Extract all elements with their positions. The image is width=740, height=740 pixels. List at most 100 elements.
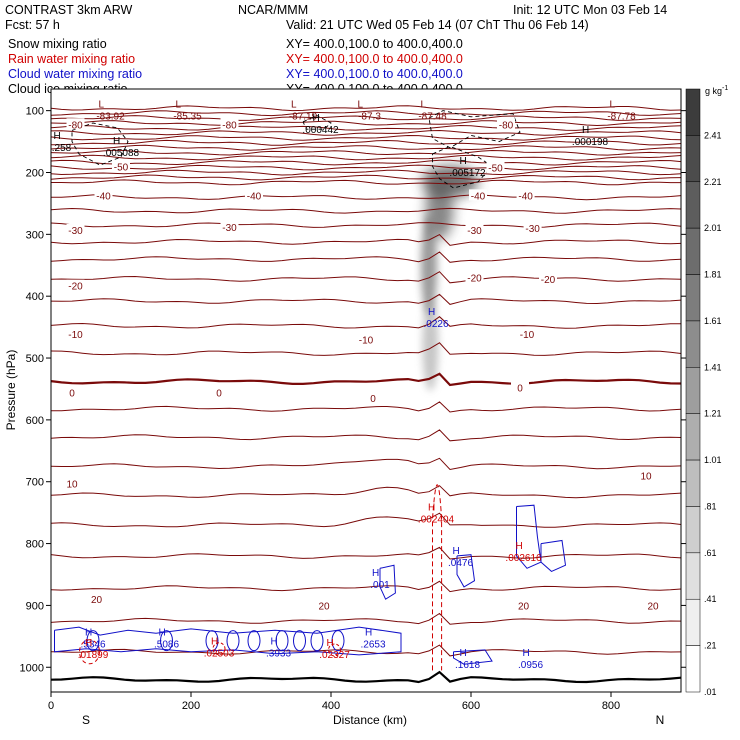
snow-shade-lower [422,300,439,391]
temperature-contour-label: 0 [370,394,376,405]
y-tick-label: 300 [26,229,44,241]
temperature-contour-label: 20 [318,601,330,612]
temperature-label-bg [637,469,655,481]
colorbar: g kg-1 2.41 2.21 2.01 1.81 1.61 1.41 1.21 1.01.… [685,85,728,697]
y-tick-label: 500 [26,353,44,365]
temperature-contour-line [51,179,681,186]
temperature-contour-label: 20 [518,601,530,612]
cloud_water-high-marker: H [460,648,467,659]
cloud-water-cell [247,630,261,652]
temperature-contour-line [50,169,682,176]
temperature-label-bg [63,477,81,489]
temperature-contour-line [50,316,682,329]
plot-frame [50,88,682,693]
temperature-contour-line [50,342,682,356]
cloud_water-max-label: .3933 [266,649,291,660]
colorbar-label: .01 [704,687,717,697]
snow-high-marker: H [582,125,589,136]
rain-max-label: .02503 [204,649,235,660]
rain-high-marker: H [211,637,218,648]
low-value-label: -87.48 [418,111,447,122]
temperature-label-bg [465,271,484,283]
y-tick-label: 1000 [20,662,44,674]
temperature-contour-line [50,222,682,228]
temperature-contour-line [50,293,682,305]
x-tick-label: 0 [48,700,54,712]
y-tick-label: 800 [26,539,44,551]
cloud_water-max-label: .0476 [448,558,473,569]
temperature-contour-line [50,124,682,131]
x-tick-label: 200 [182,700,200,712]
header-center: NCAR/MMM [238,3,308,17]
temperature-contour-line [50,149,682,156]
temperature-contour-label: -80 [499,120,514,131]
x-tick-label: 400 [322,700,340,712]
colorbar-swatch [685,227,701,275]
temperature-contour-label: 20 [647,601,659,612]
colorbar-swatch [685,506,701,554]
temperature-label-bg [465,224,484,236]
y-tick-label: 900 [26,600,44,612]
x-tick-label: 800 [602,700,620,712]
temperature-label-bg [66,327,85,339]
temperature-label-bg [469,189,487,201]
cloud_water-max-label: .5346 [80,639,105,650]
colorbar-swatch [685,598,701,646]
temperature-contour-line [50,401,682,413]
low-marker: L [176,99,182,110]
temperature-contour-label: -80 [222,120,237,131]
colorbar-swatch [685,88,701,136]
temperature-label-bg [523,222,542,234]
rain-high-marker: H [516,541,523,552]
temperature-label-bg [315,599,333,611]
temperature-label-bg [94,189,113,201]
temperature-contour-line [50,485,682,499]
temperature-contour-line [50,372,682,387]
temperature-label-bg [66,118,85,130]
temperature-contour-line [50,139,682,146]
colorbar-swatch [685,367,701,414]
temperature-contour-line [50,612,682,625]
low-value-label: -87.78 [607,111,636,122]
temperature-contour-line [50,429,682,442]
cloud_water-high-marker: H [428,307,435,318]
colorbar-swatch [685,135,701,183]
cloud_water-max-label: .0956 [518,660,543,671]
colorbar-label: .41 [704,594,717,604]
temperature-contour-label: 0 [216,389,222,400]
snow-high-marker: H [313,113,320,124]
low-marker: L [421,99,427,110]
temperature-contour-line [50,164,682,171]
cloud_water-high-marker: H [271,637,278,648]
temperature-label-bg [644,599,662,611]
field-legend: Snow mixing ratio XY= 400.0,100.0 to 400.… [8,37,463,96]
y-tick-label: 400 [26,291,44,303]
cloud_water-max-label: .1618 [455,660,480,671]
temperature-label-bg [63,386,81,398]
temperature-label-bg [220,118,239,130]
low-value-label: -85.35 [173,111,202,122]
temperature-contour-label: -40 [471,191,486,202]
colorbar-label: 1.21 [704,409,722,419]
temperature-label-bg [245,189,263,201]
header: CONTRAST 3km ARW NCAR/MMM Init: 12 UTC M… [5,3,667,32]
low-marker: L [99,99,105,110]
low-marker: L [610,99,616,110]
colorbar-label: 1.61 [704,316,722,326]
temperature-contour-label: -30 [68,226,83,237]
cloud_water-high-marker: H [159,627,166,638]
x-end-label-north: N [656,713,665,727]
temperature-contour-line [50,154,682,161]
temperature-contour-label: -30 [467,226,482,237]
temperature-label-bg [486,161,505,173]
cloud-ice-contour [432,146,493,189]
temperature-contour-label: -40 [518,191,533,202]
temperature-contour-line [50,644,682,657]
x-tick-label: 600 [462,700,480,712]
cloud-water-cell [331,630,345,652]
header-fcst: Fcst: 57 h [5,18,60,32]
rain-high-marker: H [327,638,334,649]
field-name: Snow mixing ratio [8,37,107,51]
cloud-water-cell [86,630,100,652]
